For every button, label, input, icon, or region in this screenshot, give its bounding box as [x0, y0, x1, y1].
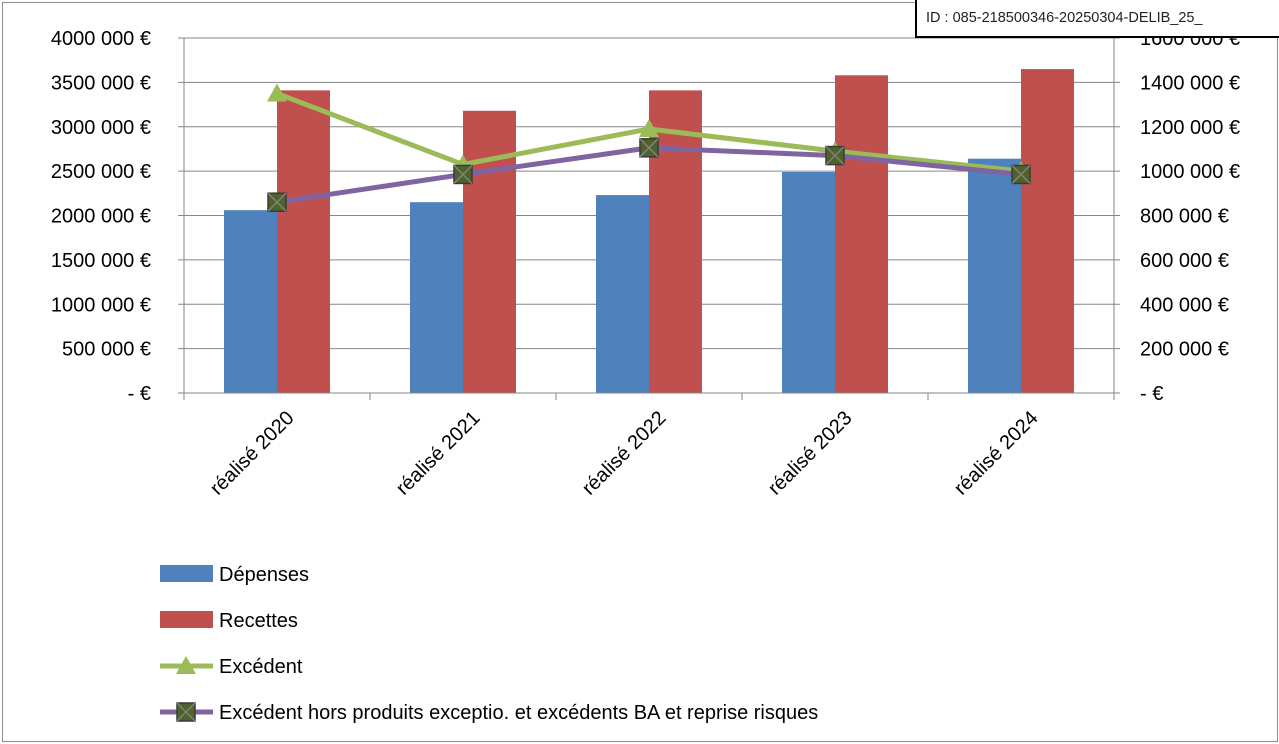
- y-right-tick-label: 1400 000 €: [1140, 72, 1240, 94]
- y-axis-right: - € 200 000 € 400 000 € 600 000 € 800 000 € 1…: [1114, 28, 1240, 405]
- y-left-tick-label: - €: [128, 383, 151, 405]
- y-left-tick-label: 500 000 €: [62, 339, 151, 361]
- bar-d-penses: [968, 158, 1021, 393]
- x-axis-ticks: réalisé 2020 réalisé 2021 réalisé 2022 réal…: [183, 393, 1115, 500]
- legend-marker-triangle: [176, 656, 196, 674]
- legend-swatch-bar: [160, 611, 213, 628]
- point-square-cross-b: [825, 146, 845, 166]
- y-left-tick-label: 4000 000 €: [51, 28, 151, 50]
- y-right-tick-label: - €: [1140, 383, 1163, 405]
- legend-label: Excédent: [219, 656, 303, 678]
- y-right-tick-label: 1000 000 €: [1140, 161, 1240, 183]
- legend-marker-square: [176, 702, 196, 722]
- y-left-tick-label: 3500 000 €: [51, 72, 151, 94]
- y-right-tick-label: 800 000 €: [1140, 206, 1229, 228]
- y-right-tick-label: 400 000 €: [1140, 294, 1229, 316]
- bar-recettes: [1021, 69, 1074, 393]
- bar-recettes: [277, 90, 330, 394]
- y-right-tick-label: 600 000 €: [1140, 250, 1229, 272]
- x-tick-label: réalisé 2020: [206, 407, 299, 500]
- bar-series: [224, 69, 1074, 394]
- y-left-tick-label: 2500 000 €: [51, 161, 151, 183]
- bar-d-penses: [782, 172, 835, 393]
- line-series: [267, 83, 1031, 212]
- point-square-cross-b: [1011, 164, 1031, 184]
- bar-recettes: [835, 75, 888, 394]
- id-stamp: ID : 085-218500346-20250304-DELIB_25_: [915, 0, 1279, 38]
- point-square: [639, 138, 659, 158]
- point-square-cross-b: [639, 138, 659, 158]
- bar-recettes: [463, 110, 516, 394]
- x-tick-label: réalisé 2024: [950, 407, 1043, 500]
- point-square: [825, 145, 845, 166]
- legend-swatch-bar: [160, 565, 213, 582]
- point-triangle: [639, 118, 659, 137]
- legend-marker-square-cross-b: [176, 702, 196, 722]
- id-stamp-text: ID : 085-218500346-20250304-DELIB_25_: [926, 10, 1203, 26]
- legend-label: Dépenses: [219, 564, 309, 586]
- point-triangle: [267, 83, 287, 102]
- bar-d-penses: [224, 210, 277, 393]
- y-left-tick-label: 1000 000 €: [51, 294, 151, 316]
- point-square: [1011, 164, 1031, 185]
- x-tick-label: réalisé 2023: [764, 407, 857, 500]
- point-square: [267, 192, 287, 212]
- y-left-tick-label: 3000 000 €: [51, 117, 151, 139]
- point-square-cross-b: [267, 192, 287, 212]
- x-tick-label: réalisé 2021: [392, 407, 485, 500]
- x-tick-label: réalisé 2022: [578, 407, 671, 500]
- legend: Dépenses Recettes Excédent Excédent hors pr…: [160, 564, 818, 724]
- bar-d-penses: [410, 202, 463, 393]
- y-left-tick-label: 1500 000 €: [51, 250, 151, 272]
- y-right-tick-label: 1200 000 €: [1140, 117, 1240, 139]
- combo-chart: - € 500 000 € 1000 000 € 1500 000 € 2000 000…: [51, 28, 1240, 724]
- legend-label: Recettes: [219, 610, 298, 632]
- bar-d-penses: [596, 195, 649, 393]
- legend-label: Excédent hors produits exceptio. et excé…: [219, 702, 818, 724]
- y-right-tick-label: 200 000 €: [1140, 339, 1229, 361]
- point-square-cross-b: [453, 164, 473, 184]
- y-left-tick-label: 2000 000 €: [51, 206, 151, 228]
- point-square: [453, 164, 473, 185]
- y-axis-left: - € 500 000 € 1000 000 € 1500 000 € 2000 000…: [51, 28, 184, 405]
